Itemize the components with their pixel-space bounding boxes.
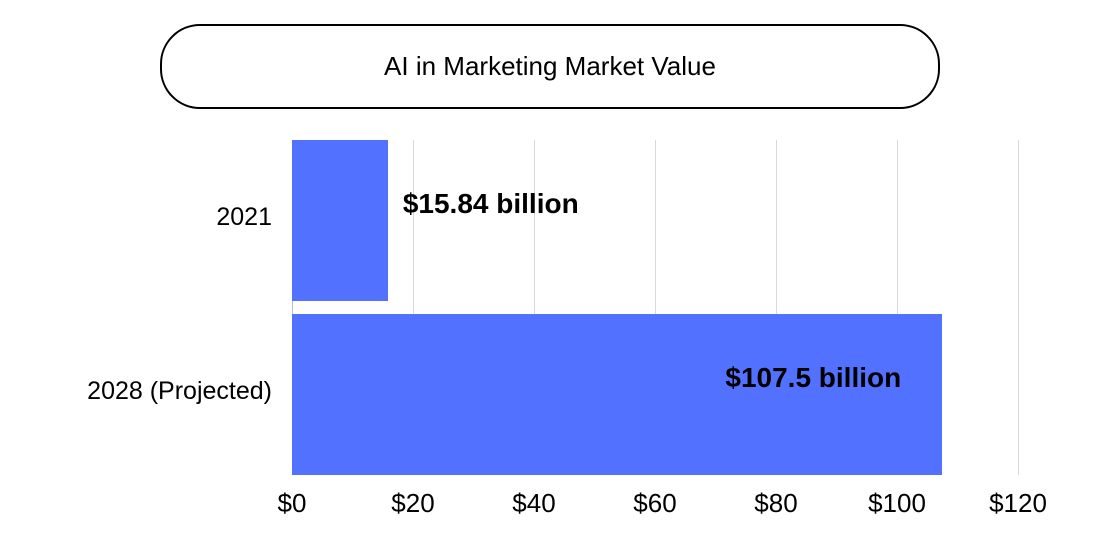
gridline: [776, 140, 777, 475]
x-tick-label: $20: [391, 488, 435, 518]
gridline: [655, 140, 656, 475]
bar-1: [292, 314, 943, 475]
x-tick-label: $0: [277, 488, 307, 518]
gridline: [1018, 140, 1019, 475]
gridline: [413, 140, 414, 475]
y-axis-line: [292, 140, 293, 475]
bar-value-label: $15.84 billion: [402, 188, 579, 219]
gridline: [897, 140, 898, 475]
bar-0: [292, 140, 388, 301]
category-label: 2021: [216, 203, 272, 231]
x-tick-label: $40: [512, 488, 556, 518]
x-tick-label: $120: [989, 488, 1047, 518]
plot-area: $15.84 billion $107.5 billion: [292, 140, 1019, 475]
x-tick-label: $80: [754, 488, 798, 518]
chart-title: AI in Marketing Market Value: [160, 24, 940, 109]
x-tick-label: $60: [633, 488, 677, 518]
gridline: [534, 140, 535, 475]
category-label: 2028 (Projected): [87, 377, 272, 405]
bar-value-label: $107.5 billion: [725, 362, 902, 393]
x-tick-label: $100: [868, 488, 926, 518]
chart-title-text: AI in Marketing Market Value: [384, 51, 716, 81]
